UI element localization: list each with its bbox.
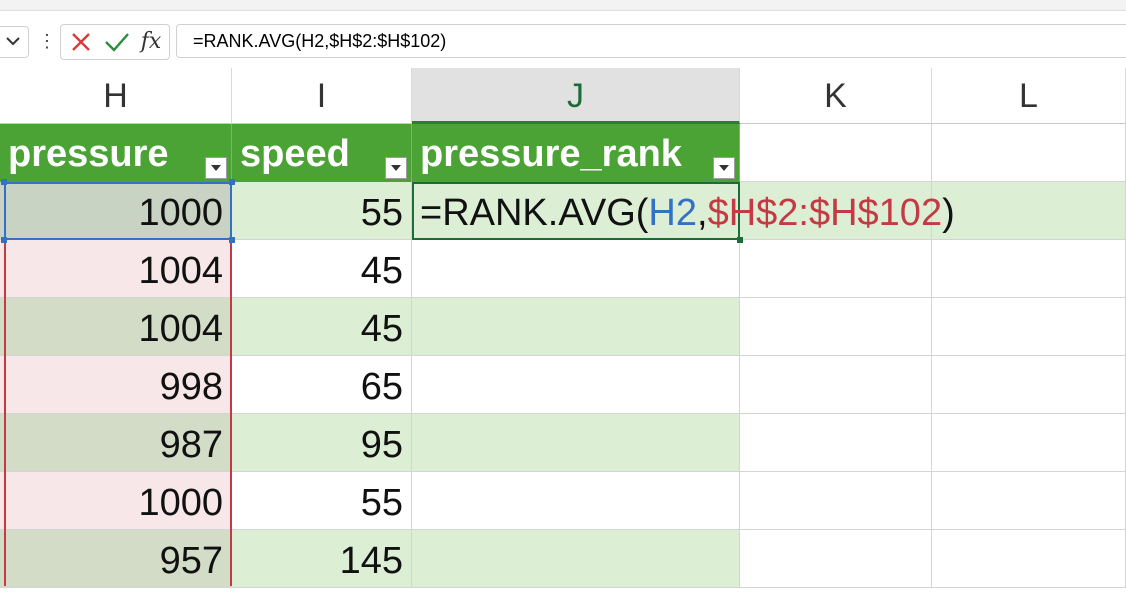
empty-cell[interactable] [932, 240, 1126, 298]
pressure-cell[interactable]: 1000 [0, 182, 232, 240]
empty-cell[interactable] [932, 124, 1126, 182]
speed-cell[interactable]: 45 [232, 240, 412, 298]
header-label: pressure [8, 133, 169, 175]
header-label: speed [240, 133, 350, 175]
empty-cell[interactable] [740, 414, 932, 472]
rank-cell[interactable] [412, 414, 740, 472]
cell-formula-text: =RANK.AVG(H2,$H$2:$H$102) [420, 182, 955, 240]
name-box-dropdown[interactable] [0, 26, 29, 58]
rank-cell[interactable] [412, 530, 740, 588]
filter-dropdown-button[interactable] [385, 157, 407, 179]
more-options-icon[interactable]: ⋮ [38, 31, 56, 51]
insert-function-button[interactable]: fx [140, 29, 162, 54]
empty-cell[interactable] [932, 182, 1126, 240]
table-row: 1000 55 [0, 472, 1126, 530]
column-header-l[interactable]: L [932, 68, 1126, 124]
formula-sep: , [697, 192, 708, 234]
table-row: 1000 55 [0, 182, 1126, 240]
table-row: 957 145 [0, 530, 1126, 588]
table-row: 1004 45 [0, 298, 1126, 356]
formula-controls: fx [60, 24, 170, 60]
fill-handle[interactable] [737, 237, 743, 243]
cancel-button[interactable] [67, 29, 95, 55]
speed-cell[interactable]: 95 [232, 414, 412, 472]
formula-input[interactable]: =RANK.AVG(H2,$H$2:$H$102) [176, 24, 1126, 58]
filter-arrow-icon [211, 165, 221, 171]
pressure-cell[interactable]: 1000 [0, 472, 232, 530]
filter-arrow-icon [391, 165, 401, 171]
empty-cell[interactable] [932, 356, 1126, 414]
filter-dropdown-button[interactable] [205, 157, 227, 179]
empty-cell[interactable] [740, 298, 932, 356]
empty-cell[interactable] [932, 530, 1126, 588]
sheet-grid: pressure speed pressure_rank 1000 55 100… [0, 124, 1126, 588]
column-header-i[interactable]: I [232, 68, 412, 124]
checkmark-icon [105, 33, 129, 52]
column-header-j[interactable]: J [412, 68, 740, 124]
formula-ref-range: $H$2:$H$102 [707, 192, 943, 234]
reference-handle[interactable] [229, 237, 235, 243]
empty-cell[interactable] [740, 530, 932, 588]
column-header-k[interactable]: K [740, 68, 932, 124]
formula-suffix: ) [942, 192, 955, 234]
close-icon [72, 33, 90, 51]
empty-cell[interactable] [740, 472, 932, 530]
active-cell-editing[interactable] [412, 182, 740, 240]
rank-cell[interactable] [412, 472, 740, 530]
filter-dropdown-button[interactable] [713, 157, 735, 179]
empty-cell[interactable] [740, 240, 932, 298]
empty-cell[interactable] [932, 414, 1126, 472]
pressure-cell[interactable]: 987 [0, 414, 232, 472]
speed-cell[interactable]: 55 [232, 472, 412, 530]
rank-cell[interactable] [412, 298, 740, 356]
empty-cell[interactable] [740, 356, 932, 414]
pressure-cell[interactable]: 957 [0, 530, 232, 588]
enter-button[interactable] [103, 29, 131, 55]
header-label: pressure_rank [420, 133, 682, 175]
speed-cell[interactable]: 145 [232, 530, 412, 588]
empty-cell[interactable] [932, 298, 1126, 356]
table-row: 998 65 [0, 356, 1126, 414]
table-row: 1004 45 [0, 240, 1126, 298]
chevron-down-icon [6, 37, 20, 46]
speed-cell[interactable]: 65 [232, 356, 412, 414]
reference-handle[interactable] [229, 179, 235, 185]
table-header-speed[interactable]: speed [232, 124, 412, 182]
pressure-cell[interactable]: 998 [0, 356, 232, 414]
formula-ref-h2: H2 [648, 192, 697, 234]
pressure-cell[interactable]: 1004 [0, 298, 232, 356]
formula-bar: ⋮ fx =RANK.AVG(H2,$H$2:$H$102) [0, 18, 1126, 60]
reference-handle[interactable] [1, 179, 7, 185]
pressure-cell[interactable]: 1004 [0, 240, 232, 298]
table-header-pressure[interactable]: pressure [0, 124, 232, 182]
filter-arrow-icon [719, 165, 729, 171]
ribbon-edge [0, 0, 1126, 11]
formula-prefix: =RANK.AVG( [420, 192, 649, 234]
column-header-h[interactable]: H [0, 68, 232, 124]
empty-cell[interactable] [740, 182, 932, 240]
rank-cell[interactable] [412, 240, 740, 298]
table-header-pressure-rank[interactable]: pressure_rank [412, 124, 740, 182]
empty-cell[interactable] [740, 124, 932, 182]
table-row: 987 95 [0, 414, 1126, 472]
reference-handle[interactable] [1, 237, 7, 243]
empty-cell[interactable] [932, 472, 1126, 530]
speed-cell[interactable]: 45 [232, 298, 412, 356]
rank-cell[interactable] [412, 356, 740, 414]
speed-cell[interactable]: 55 [232, 182, 412, 240]
